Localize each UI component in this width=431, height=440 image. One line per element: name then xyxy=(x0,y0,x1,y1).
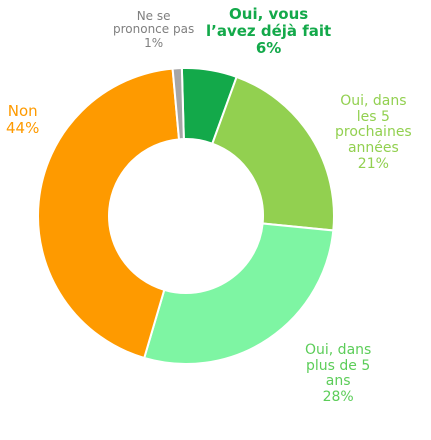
slice-label-2-line-2: ans xyxy=(325,373,351,390)
slice-label-0-line-0: Oui, vous xyxy=(229,5,309,23)
slice-label-4-line-1: prononce pas xyxy=(113,22,195,37)
slice-label-0: Oui, vous l’avez déjà fait 6% xyxy=(206,6,331,56)
slice-label-0-line-1: l’avez déjà fait xyxy=(206,21,332,40)
slice-label-2-line-1: plus de 5 xyxy=(306,357,371,374)
slice-label-2-line-0: Oui, dans xyxy=(305,342,372,358)
slice-label-1-line-0: Oui, dans xyxy=(340,93,407,109)
slice-value-1: 21% xyxy=(357,155,389,172)
slice-label-1-line-3: années xyxy=(347,140,399,157)
donut-slice-2 xyxy=(142,222,335,365)
slice-label-4-line-0: Ne se xyxy=(136,9,171,23)
slice-label-4: Ne se prononce pas 1% xyxy=(113,9,195,50)
slice-label-3: Non 44% xyxy=(6,103,39,137)
slice-value-0: 6% xyxy=(255,38,282,57)
donut-slice-4 xyxy=(171,67,185,141)
donut-slice-3 xyxy=(37,67,181,360)
slice-value-4: 1% xyxy=(144,35,164,50)
slice-label-2: Oui, dans plus de 5 ans 28% xyxy=(305,342,372,406)
slice-value-2: 28% xyxy=(322,389,354,406)
slice-label-1-line-2: prochaines xyxy=(335,124,412,141)
slice-label-3-line-0: Non xyxy=(7,102,38,120)
donut-slice-1 xyxy=(211,75,335,232)
slice-label-1: Oui, dans les 5 prochaines années 21% xyxy=(335,93,412,172)
slice-value-3: 44% xyxy=(6,118,40,137)
slice-label-1-line-1: les 5 xyxy=(356,108,390,125)
